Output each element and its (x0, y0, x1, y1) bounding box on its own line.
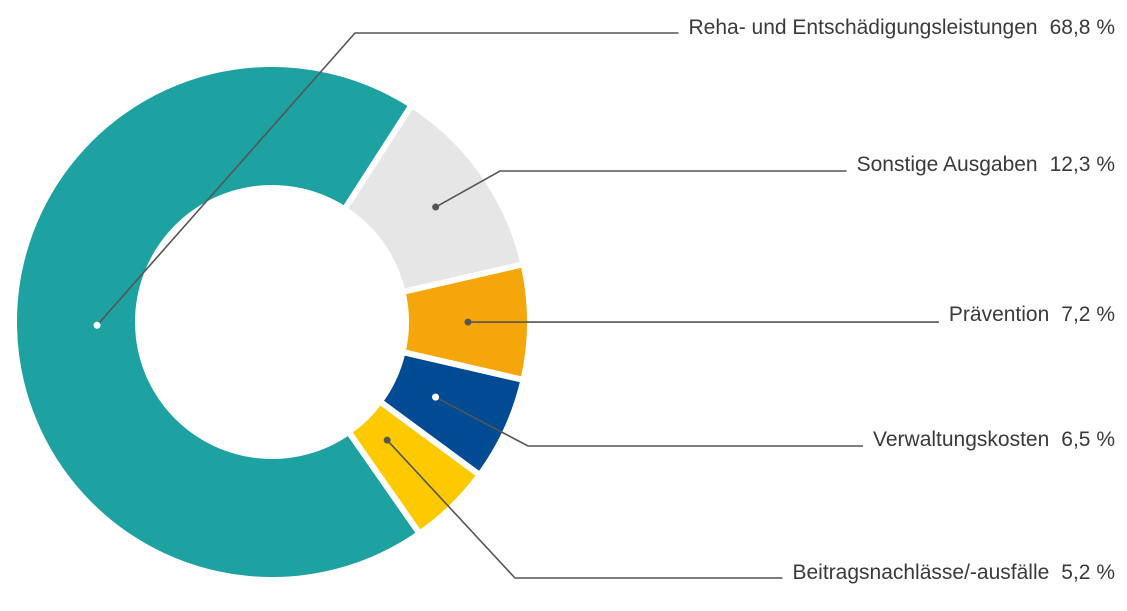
leader-line (386, 439, 783, 579)
segment-label: Beitragsnachlässe/-ausfälle 5,2 % (792, 561, 1115, 584)
category-name: Reha- und Entschädigungsleistungen (689, 16, 1038, 39)
value-label: 5,2 % (1061, 561, 1115, 584)
category-name: Beitragsnachlässe/-ausfälle (792, 561, 1049, 584)
leader-dot (464, 318, 472, 326)
value-label: 6,5 % (1061, 428, 1115, 451)
leader-line (435, 170, 847, 208)
leader-dot (432, 203, 440, 211)
category-name: Sonstige Ausgaben (857, 153, 1038, 176)
segment-label: Sonstige Ausgaben 12,3 % (857, 153, 1115, 176)
leader-line (96, 32, 679, 326)
category-name: Verwaltungskosten (873, 428, 1049, 451)
donut-segment (11, 61, 424, 583)
leader-dot (432, 393, 440, 401)
segment-label: Prävention 7,2 % (949, 303, 1115, 326)
value-label: 68,8 % (1050, 16, 1115, 39)
leader-dot (383, 436, 391, 444)
donut-segment (344, 397, 484, 538)
leader-line (435, 396, 864, 447)
segment-label: Verwaltungskosten 6,5 % (873, 428, 1115, 451)
value-label: 7,2 % (1061, 303, 1115, 326)
segment-label: Reha- und Entschädigungsleistungen 68,8 % (689, 16, 1115, 39)
value-label: 12,3 % (1050, 153, 1115, 176)
leader-dot (93, 321, 101, 329)
category-name: Prävention (949, 303, 1049, 326)
